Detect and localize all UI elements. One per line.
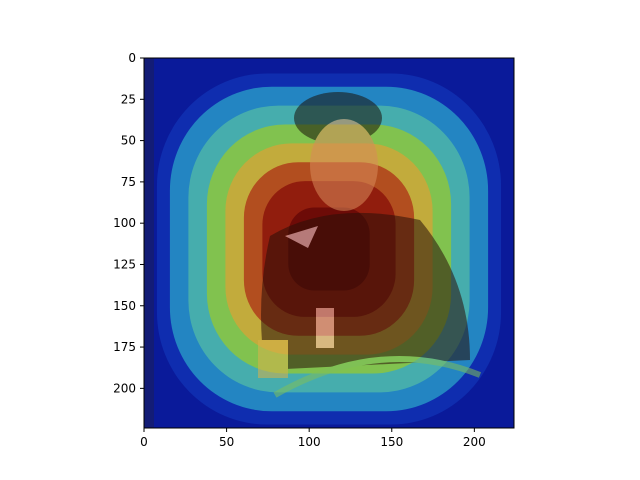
portrait-face (310, 119, 378, 211)
plot-area (144, 58, 514, 428)
plot-frame (143, 57, 515, 429)
y-axis: 0 25 50 75 100 125 150 175 200 (113, 51, 144, 395)
y-tick-label: 50 (121, 134, 136, 148)
portrait-chair-arc (273, 356, 482, 398)
y-tick-label: 0 (128, 51, 136, 65)
dark-left-edge (144, 58, 154, 428)
y-tick-label: 200 (113, 381, 136, 395)
x-tick-label: 200 (463, 435, 486, 449)
portrait-collar (285, 226, 318, 248)
y-tick-label: 25 (121, 92, 136, 106)
x-tick-label: 50 (219, 435, 234, 449)
x-axis: 0 50 100 150 200 (140, 428, 486, 449)
x-tick-label: 100 (298, 435, 321, 449)
y-tick-label: 75 (121, 175, 136, 189)
x-tick-label: 150 (380, 435, 403, 449)
portrait-hand (258, 340, 288, 378)
y-tick-label: 150 (113, 299, 136, 313)
portrait-body (261, 212, 470, 370)
y-tick-label: 100 (113, 216, 136, 230)
portrait-silhouette (258, 92, 482, 398)
portrait-cuff (316, 308, 334, 348)
x-tick-label: 0 (140, 435, 148, 449)
y-tick-label: 175 (113, 340, 136, 354)
y-tick-label: 125 (113, 257, 136, 271)
